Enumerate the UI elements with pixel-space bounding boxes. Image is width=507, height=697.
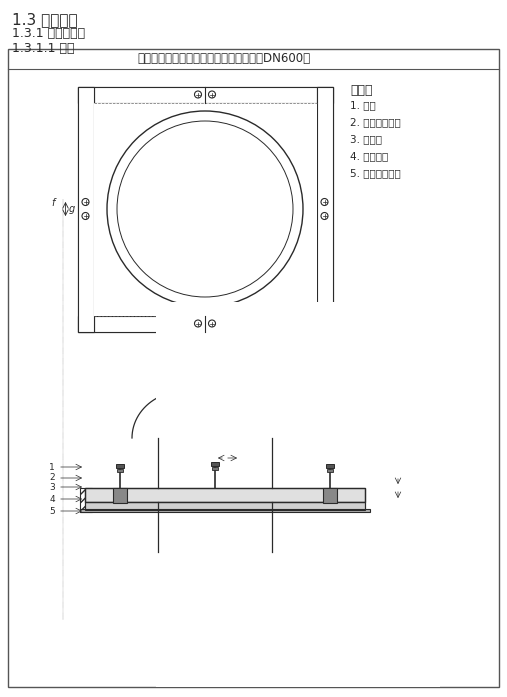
Bar	[156, 302, 440, 502]
Text: b: b	[230, 445, 236, 454]
Bar	[323, 488, 337, 503]
Bar	[117, 469, 123, 472]
Bar	[78, 316, 333, 332]
Bar	[316, 86, 333, 332]
Text: 5: 5	[49, 507, 55, 516]
Text: f: f	[52, 198, 55, 208]
Text: 1: 1	[49, 463, 55, 471]
Text: 4: 4	[49, 494, 55, 503]
Circle shape	[158, 381, 272, 495]
Circle shape	[107, 111, 303, 307]
Bar	[80, 509, 370, 512]
Text: c: c	[402, 484, 407, 493]
Bar	[358, 488, 370, 512]
Circle shape	[195, 320, 201, 327]
Text: 4. 隔热木托: 4. 隔热木托	[350, 151, 389, 162]
Circle shape	[82, 199, 89, 206]
Text: 顶视图: 顶视图	[194, 344, 216, 356]
Text: 1. 勋板: 1. 勋板	[350, 100, 376, 111]
Text: 2. 镀锌紧固螺栓: 2. 镀锌紧固螺栓	[350, 118, 401, 128]
Bar	[116, 464, 124, 468]
Circle shape	[195, 91, 201, 98]
Text: 1.3 支架详图: 1.3 支架详图	[12, 12, 78, 27]
Text: c: c	[402, 503, 407, 512]
Bar	[78, 86, 333, 102]
Bar	[78, 86, 93, 332]
Text: a: a	[218, 445, 223, 454]
Bar	[156, 488, 440, 687]
Circle shape	[208, 91, 215, 98]
Text: 2: 2	[49, 473, 55, 482]
Bar	[85, 502, 365, 510]
Bar	[211, 462, 219, 466]
Bar	[78, 86, 93, 332]
Circle shape	[158, 495, 272, 609]
Text: 图例：: 图例：	[350, 84, 373, 98]
Bar	[316, 86, 333, 332]
Bar	[93, 102, 316, 316]
Bar	[78, 86, 333, 102]
Text: 3: 3	[49, 482, 55, 491]
Bar	[80, 488, 92, 512]
Text: d: d	[221, 473, 227, 482]
Text: 侧视图: 侧视图	[204, 624, 226, 637]
Bar	[326, 464, 334, 468]
Bar	[212, 467, 218, 470]
Bar	[85, 502, 365, 510]
Circle shape	[208, 320, 215, 327]
Circle shape	[82, 213, 89, 220]
Bar	[327, 469, 333, 472]
Bar	[85, 488, 365, 502]
Text: 1.3.1.1 图例: 1.3.1.1 图例	[12, 42, 75, 55]
Circle shape	[321, 213, 328, 220]
Bar	[113, 488, 127, 503]
Bar	[85, 488, 365, 502]
Text: 1.3.1 支架详图一: 1.3.1 支架详图一	[12, 27, 85, 40]
Circle shape	[321, 199, 328, 206]
Text: 3. 支承板: 3. 支承板	[350, 135, 382, 144]
Text: g: g	[68, 204, 75, 214]
Bar	[78, 316, 333, 332]
Text: 5. 型锂支架框架: 5. 型锂支架框架	[350, 169, 401, 178]
Text: 冷冻水管道垂直管道承重支架（示例管道DN600）: 冷冻水管道垂直管道承重支架（示例管道DN600）	[137, 52, 310, 66]
